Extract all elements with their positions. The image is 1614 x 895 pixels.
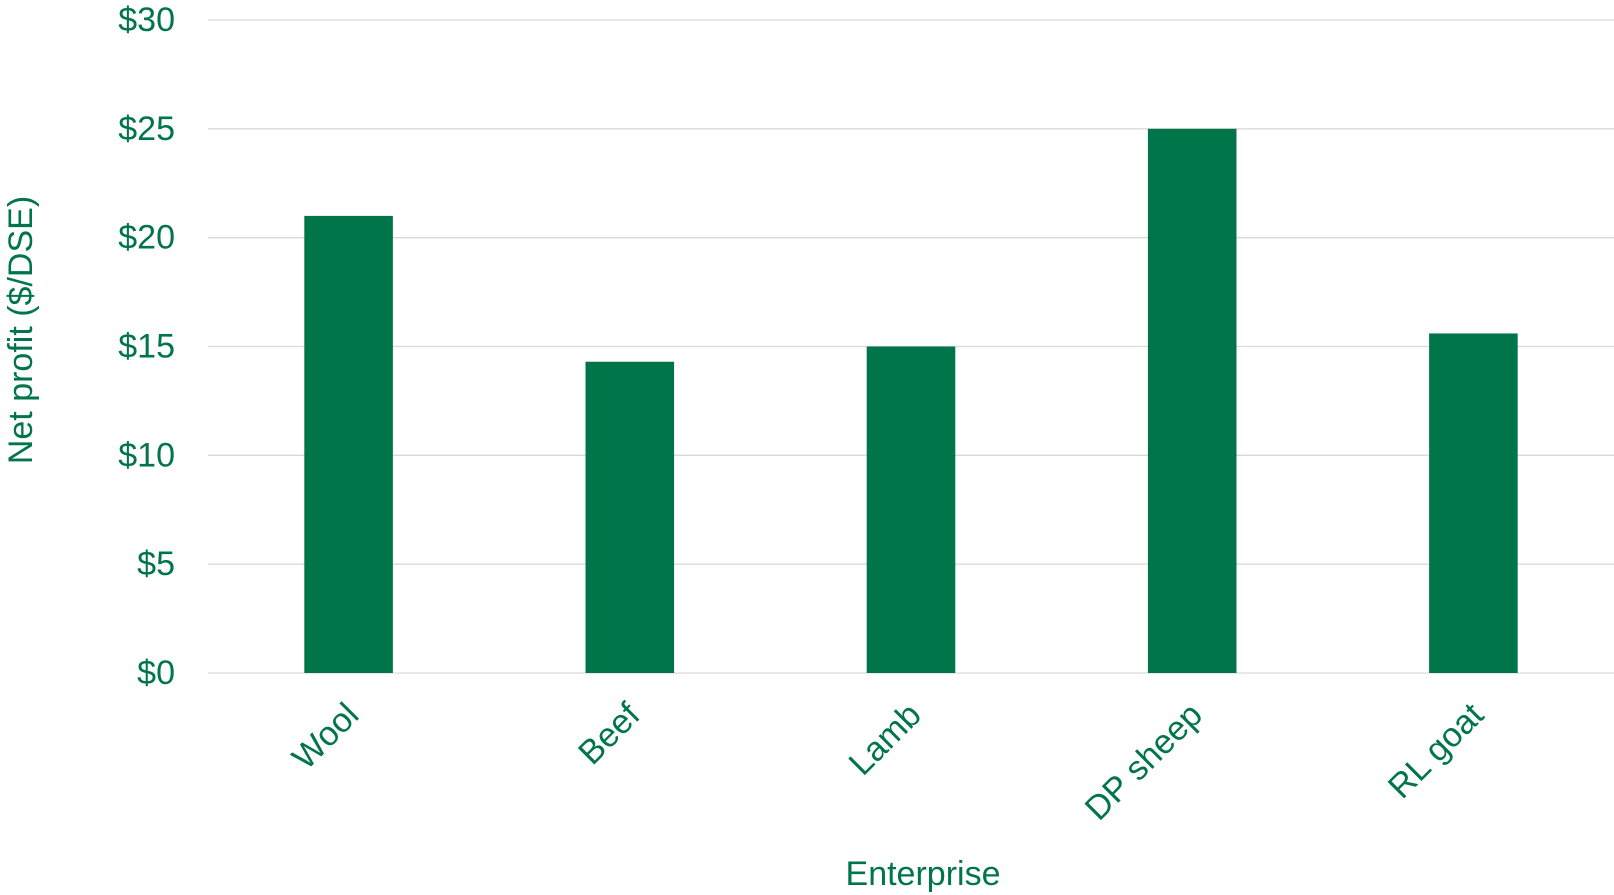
y-tick-label: $30	[118, 1, 175, 39]
x-tick-labels: Wool Beef Lamb DP sheep RL goat	[285, 695, 1491, 827]
bar-beef	[585, 361, 675, 673]
bar-lamb	[866, 346, 956, 673]
y-tick-label: $10	[118, 436, 175, 474]
y-tick-label: $0	[137, 654, 175, 692]
bar-layer	[304, 128, 1518, 674]
x-tick-label: Beef	[571, 695, 648, 772]
y-tick-label: $5	[137, 545, 175, 583]
y-axis-label: Net profit ($/DSE)	[2, 196, 40, 464]
bar-rl-goat	[1429, 333, 1518, 673]
x-tick-label: Lamb	[842, 696, 929, 783]
y-tick-label: $15	[118, 327, 175, 365]
y-tick-label: $25	[118, 110, 175, 148]
bar-dp-sheep	[1147, 128, 1237, 674]
bar-wool	[304, 215, 393, 673]
x-tick-label: DP sheep	[1078, 696, 1210, 828]
x-tick-label: Wool	[285, 696, 366, 777]
x-axis-label: Enterprise	[846, 855, 1001, 893]
y-tick-labels: $0 $5 $10 $15 $20 $25 $30	[118, 1, 175, 692]
x-tick-label: RL goat	[1381, 695, 1492, 806]
y-tick-label: $20	[118, 219, 175, 257]
